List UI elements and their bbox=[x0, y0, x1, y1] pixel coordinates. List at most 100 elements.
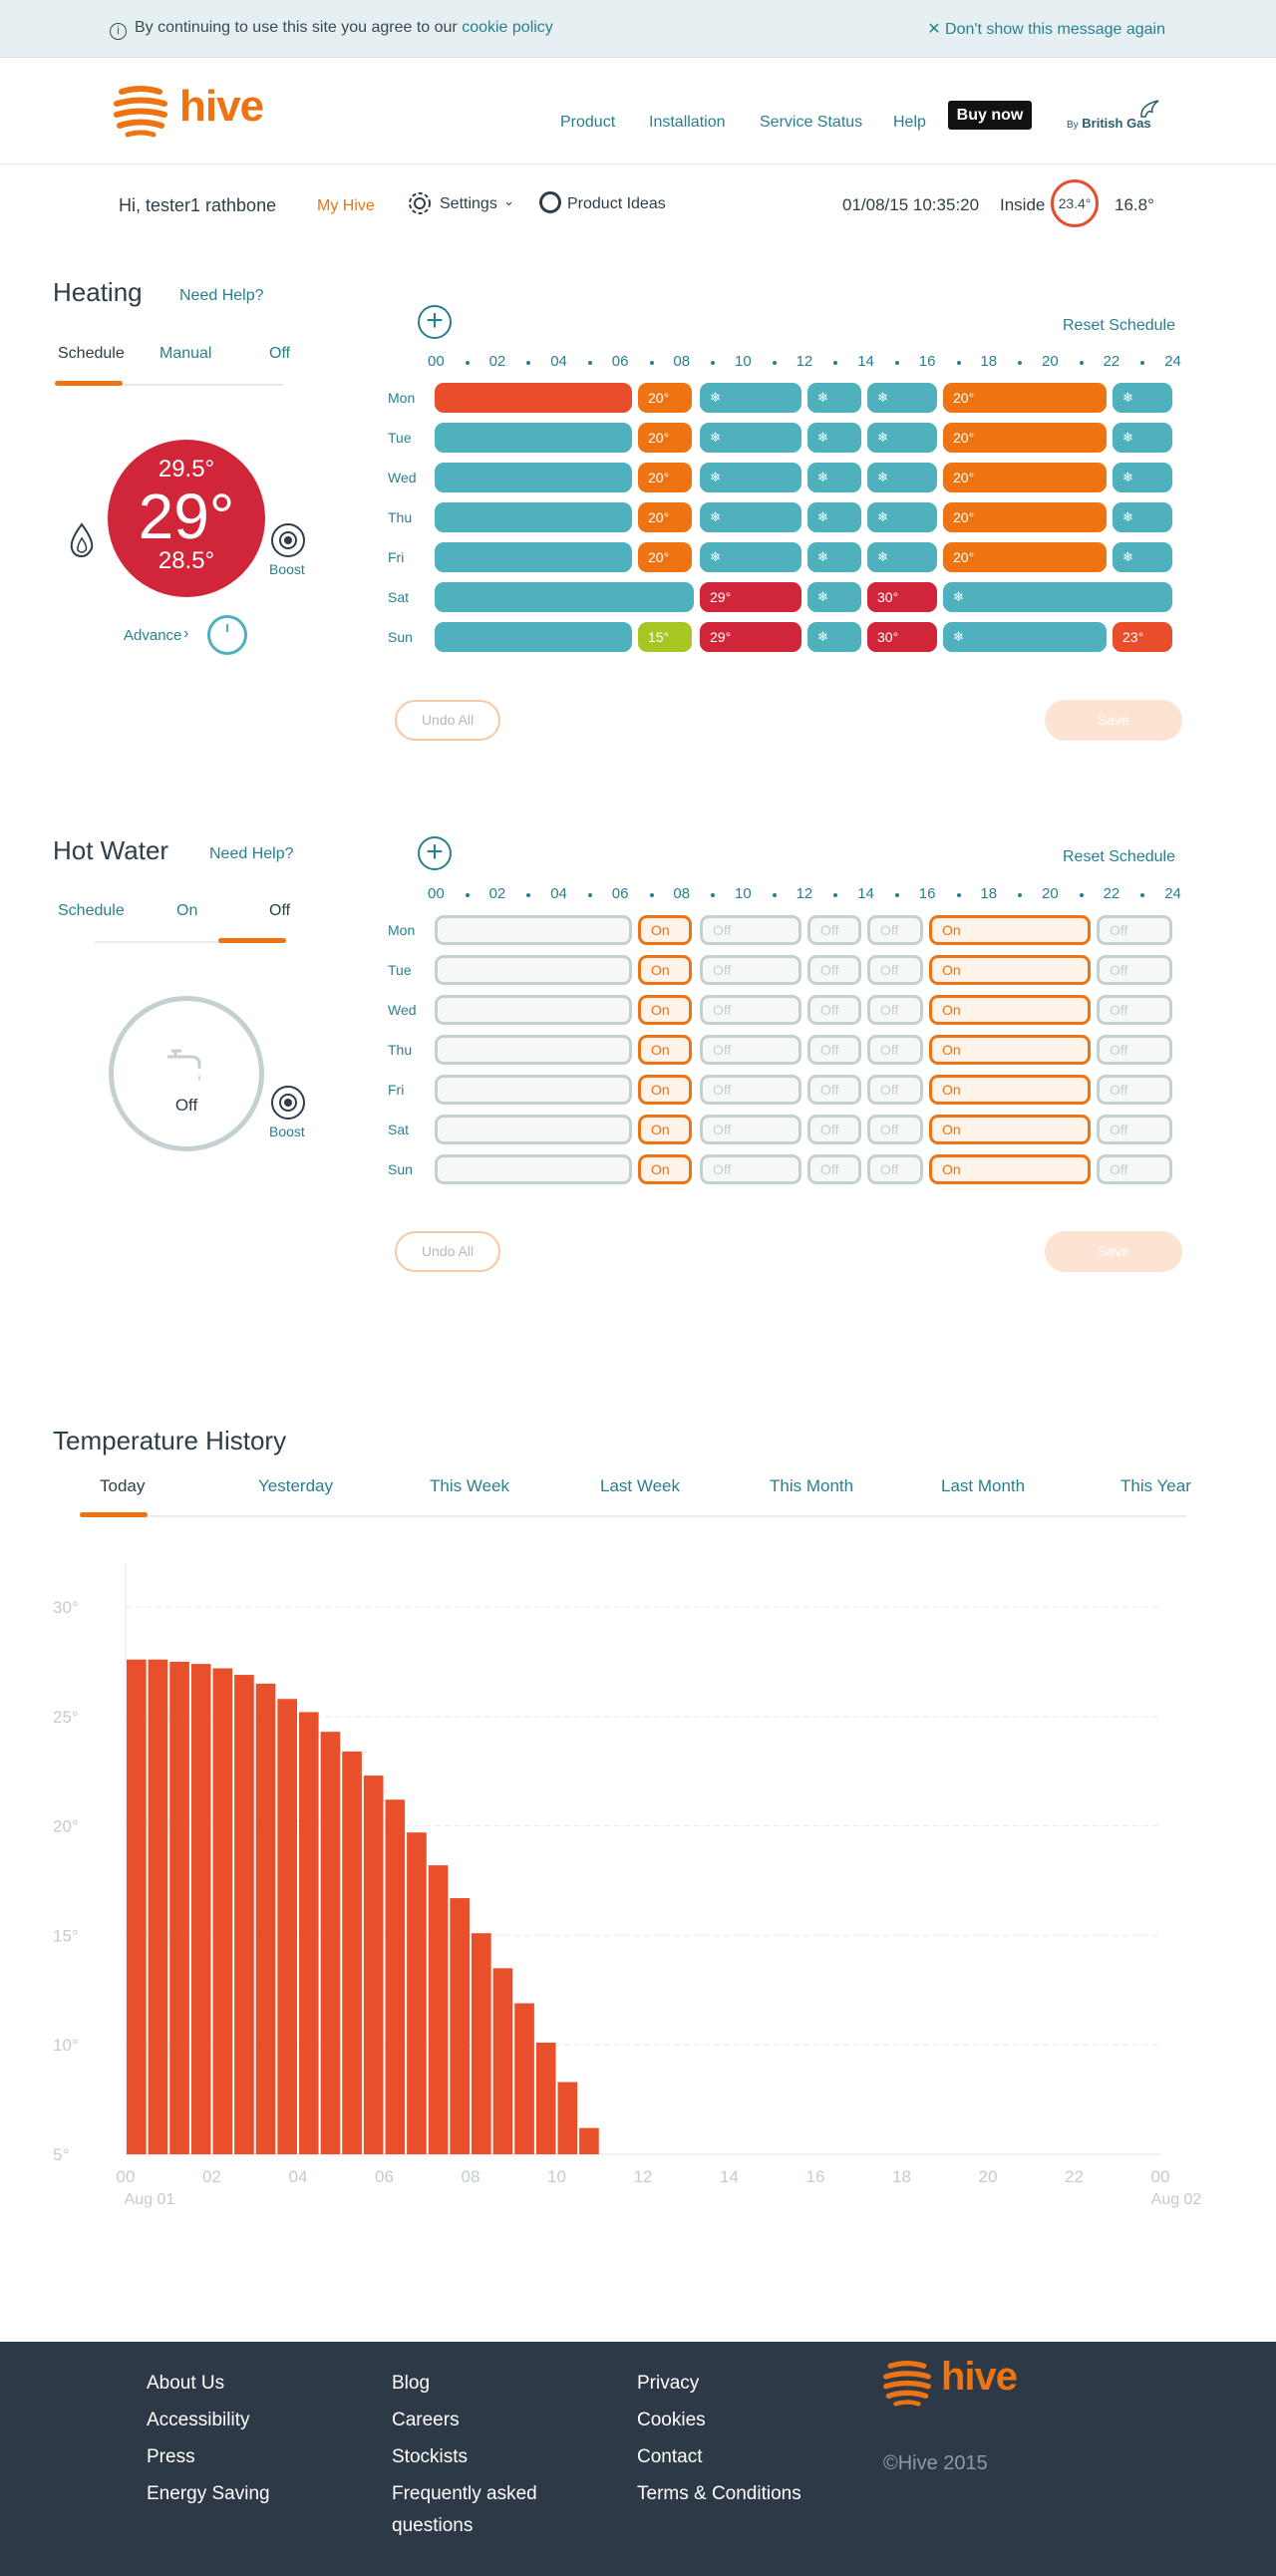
hotwater-period[interactable]: Off bbox=[1097, 1075, 1172, 1105]
hotwater-period[interactable]: On bbox=[638, 915, 692, 945]
heating-period[interactable]: 15° bbox=[638, 622, 692, 652]
heating-add-button[interactable]: + bbox=[418, 305, 452, 339]
history-tab-this-week[interactable]: This Week bbox=[430, 1476, 509, 1495]
hotwater-period[interactable]: Off bbox=[807, 955, 861, 985]
heating-period[interactable] bbox=[435, 622, 632, 652]
heating-period[interactable]: ❄ bbox=[943, 622, 1107, 652]
heating-help-link[interactable]: Need Help? bbox=[179, 287, 264, 304]
hotwater-period[interactable]: Off bbox=[1097, 1035, 1172, 1065]
heating-period[interactable] bbox=[435, 383, 632, 413]
hotwater-undo-button[interactable]: Undo All bbox=[395, 1231, 500, 1272]
heating-period[interactable]: ❄ bbox=[1113, 423, 1172, 453]
hotwater-period[interactable]: Off bbox=[807, 1115, 861, 1144]
hotwater-period[interactable]: On bbox=[638, 1154, 692, 1184]
history-tab-this-year[interactable]: This Year bbox=[1120, 1476, 1191, 1495]
heating-period[interactable]: ❄ bbox=[1113, 463, 1172, 492]
advance-label[interactable]: Advance bbox=[124, 627, 182, 644]
hotwater-boost-button[interactable] bbox=[271, 1086, 305, 1120]
heating-period[interactable]: ❄ bbox=[807, 542, 861, 572]
heating-period[interactable]: ❄ bbox=[867, 463, 937, 492]
heating-period[interactable]: ❄ bbox=[1113, 502, 1172, 532]
temperature-bar[interactable] bbox=[299, 1712, 319, 2154]
hotwater-help-link[interactable]: Need Help? bbox=[209, 845, 294, 862]
hotwater-period[interactable]: Off bbox=[1097, 995, 1172, 1025]
hotwater-period[interactable]: Off bbox=[867, 955, 923, 985]
nav-installation[interactable]: Installation bbox=[649, 114, 726, 131]
heating-period[interactable]: ❄ bbox=[700, 423, 801, 453]
temperature-bar[interactable] bbox=[363, 1775, 384, 2154]
temperature-bar[interactable] bbox=[190, 1664, 211, 2154]
footer-link[interactable]: Cookies bbox=[637, 2410, 706, 2430]
footer-link[interactable]: Stockists bbox=[392, 2446, 469, 2467]
heating-period[interactable]: 23° bbox=[1113, 622, 1172, 652]
heating-undo-button[interactable]: Undo All bbox=[395, 700, 500, 741]
temperature-bar[interactable] bbox=[492, 1968, 513, 2154]
hotwater-period[interactable]: On bbox=[638, 995, 692, 1025]
heating-period[interactable]: 20° bbox=[943, 502, 1107, 532]
heating-boost-button[interactable] bbox=[271, 523, 305, 557]
tab-heating-manual[interactable]: Manual bbox=[160, 345, 212, 362]
heating-period[interactable]: 29° bbox=[700, 622, 801, 652]
temperature-bar[interactable] bbox=[277, 1699, 297, 2154]
hotwater-period[interactable]: On bbox=[638, 1035, 692, 1065]
hotwater-period[interactable]: Off bbox=[700, 1154, 801, 1184]
heating-period[interactable]: ❄ bbox=[807, 423, 861, 453]
heating-period[interactable]: ❄ bbox=[1113, 542, 1172, 572]
buy-now-button[interactable]: Buy now bbox=[948, 101, 1032, 130]
heating-period[interactable]: 20° bbox=[638, 463, 692, 492]
heating-period[interactable]: ❄ bbox=[807, 383, 861, 413]
hotwater-period[interactable] bbox=[435, 1154, 632, 1184]
footer-link[interactable]: Frequently asked bbox=[392, 2483, 537, 2504]
tab-hotwater-off[interactable]: Off bbox=[269, 902, 291, 919]
hotwater-period[interactable]: On bbox=[929, 1075, 1091, 1105]
footer-link[interactable]: Privacy bbox=[637, 2373, 700, 2394]
footer-link[interactable]: Energy Saving bbox=[147, 2483, 270, 2504]
heating-period[interactable]: 20° bbox=[943, 423, 1107, 453]
hotwater-period[interactable]: Off bbox=[700, 955, 801, 985]
history-tab-last-week[interactable]: Last Week bbox=[600, 1476, 681, 1495]
heating-period[interactable]: ❄ bbox=[867, 502, 937, 532]
hotwater-period[interactable]: On bbox=[929, 915, 1091, 945]
heating-period[interactable] bbox=[435, 582, 694, 612]
hotwater-period[interactable] bbox=[435, 1035, 632, 1065]
temperature-bar[interactable] bbox=[127, 1659, 147, 2154]
hotwater-period[interactable]: On bbox=[638, 1075, 692, 1105]
temperature-bar[interactable] bbox=[148, 1659, 168, 2154]
hotwater-dial[interactable]: Off bbox=[109, 996, 264, 1151]
hotwater-period[interactable]: Off bbox=[807, 1075, 861, 1105]
hotwater-period[interactable]: On bbox=[929, 1035, 1091, 1065]
footer-link[interactable]: Press bbox=[147, 2446, 195, 2467]
heating-period[interactable]: ❄ bbox=[700, 463, 801, 492]
temperature-bar[interactable] bbox=[407, 1832, 427, 2154]
hotwater-period[interactable] bbox=[435, 1075, 632, 1105]
footer-link[interactable]: About Us bbox=[147, 2373, 225, 2394]
hotwater-period[interactable]: Off bbox=[867, 1035, 923, 1065]
hotwater-period[interactable]: Off bbox=[700, 915, 801, 945]
temperature-bar[interactable] bbox=[579, 2127, 599, 2154]
hotwater-period[interactable]: On bbox=[929, 995, 1091, 1025]
tab-hotwater-on[interactable]: On bbox=[176, 902, 198, 919]
history-tab-today[interactable]: Today bbox=[100, 1476, 146, 1495]
heating-period[interactable]: ❄ bbox=[700, 502, 801, 532]
hotwater-period[interactable]: Off bbox=[807, 1035, 861, 1065]
heating-reset-schedule[interactable]: Reset Schedule bbox=[1063, 317, 1175, 334]
heating-period[interactable]: ❄ bbox=[807, 463, 861, 492]
hotwater-period[interactable]: Off bbox=[1097, 1154, 1172, 1184]
heating-period[interactable]: ❄ bbox=[700, 542, 801, 572]
hotwater-period[interactable] bbox=[435, 1115, 632, 1144]
heating-period[interactable]: ❄ bbox=[943, 582, 1172, 612]
heating-period[interactable]: 29° bbox=[700, 582, 801, 612]
footer-link-continued[interactable]: questions bbox=[392, 2515, 474, 2536]
temperature-bar[interactable] bbox=[234, 1675, 254, 2154]
heating-period[interactable]: 20° bbox=[943, 542, 1107, 572]
dismiss-cookie-button[interactable]: ✕ Don't show this message again bbox=[927, 21, 1165, 38]
hotwater-period[interactable]: Off bbox=[700, 1115, 801, 1144]
advance-button[interactable] bbox=[207, 615, 247, 655]
hotwater-reset-schedule[interactable]: Reset Schedule bbox=[1063, 848, 1175, 865]
heating-period[interactable] bbox=[435, 502, 632, 532]
hotwater-add-button[interactable]: + bbox=[418, 836, 452, 870]
hotwater-period[interactable] bbox=[435, 915, 632, 945]
hotwater-period[interactable]: On bbox=[929, 1115, 1091, 1144]
heating-save-button[interactable]: Save bbox=[1045, 700, 1182, 741]
heating-period[interactable] bbox=[435, 542, 632, 572]
